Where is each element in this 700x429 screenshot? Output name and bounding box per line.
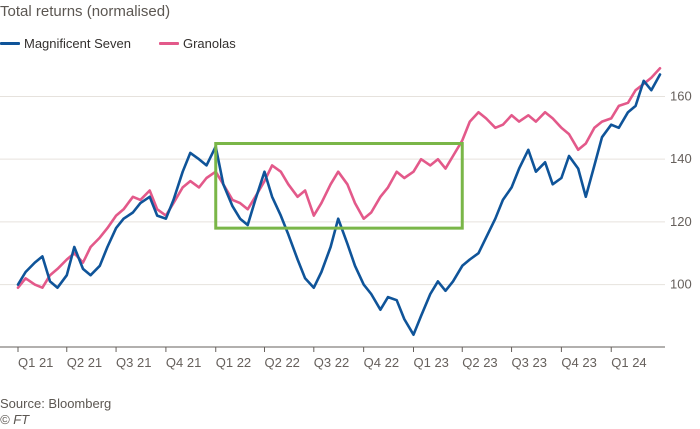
chart-title: Total returns (normalised) (0, 3, 171, 20)
x-tick-label-7: Q4 22 (364, 355, 399, 370)
series-line-granolas (16, 67, 662, 290)
y-tick-label-140: 140 (670, 151, 692, 166)
x-tick-label-11: Q4 23 (561, 355, 596, 370)
x-tick-label-9: Q2 23 (462, 355, 497, 370)
x-tick-label-10: Q3 23 (512, 355, 547, 370)
credit-note: © FT (0, 412, 30, 427)
legend-label-magnificent-seven: Magnificent Seven (24, 35, 131, 51)
x-tick-label-6: Q3 22 (314, 355, 349, 370)
chart-legend: Magnificent Seven Granolas (0, 34, 264, 52)
legend-swatch-magnificent-seven (0, 41, 20, 45)
x-tick-label-0: Q1 21 (18, 355, 53, 370)
y-tick-label-100: 100 (670, 277, 692, 292)
legend-label-granolas: Granolas (182, 35, 236, 51)
legend-item-granolas: Granolas (158, 35, 236, 51)
x-tick-label-1: Q2 21 (67, 355, 102, 370)
x-tick-label-3: Q4 21 (166, 355, 201, 370)
x-tick-label-4: Q1 22 (216, 355, 251, 370)
legend-item-magnificent-seven: Magnificent Seven (0, 36, 131, 51)
x-tick-label-8: Q1 23 (413, 355, 448, 370)
annotation-box-0 (214, 142, 464, 230)
source-note: Source: Bloomberg (0, 396, 112, 411)
x-tick-label-5: Q2 22 (265, 355, 300, 370)
legend-swatch-granolas (158, 41, 179, 45)
x-tick-label-2: Q3 21 (116, 355, 151, 370)
y-tick-label-120: 120 (670, 214, 692, 229)
y-tick-label-160: 160 (670, 88, 692, 103)
x-tick-label-12: Q1 24 (611, 355, 646, 370)
series-line-magnificent-seven (16, 73, 662, 337)
